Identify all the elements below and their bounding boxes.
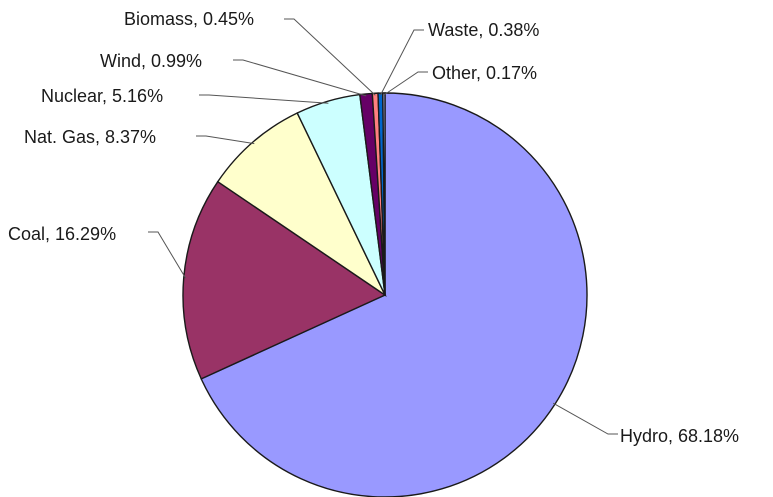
pie-slices: [182, 92, 588, 497]
label-hydro: Hydro, 68.18%: [620, 426, 739, 446]
pie-slice-other: [382, 92, 386, 296]
label-coal: Coal, 16.29%: [8, 224, 116, 244]
leader-line-hydro: [552, 402, 618, 435]
label-other: Other, 0.17%: [432, 63, 537, 83]
pie-slice-nat-gas: [216, 112, 387, 298]
leader-line-waste: [380, 29, 424, 96]
leader-line-biomass: [284, 18, 376, 96]
label-biomass: Biomass, 0.45%: [124, 9, 254, 29]
label-wind: Wind, 0.99%: [100, 51, 202, 71]
leader-line-nat-gas: [196, 135, 255, 145]
leader-lines: [148, 18, 618, 435]
leader-line-coal: [148, 231, 187, 279]
label-nat-gas: Nat. Gas, 8.37%: [24, 127, 156, 147]
label-nuclear: Nuclear, 5.16%: [41, 86, 163, 106]
leader-line-other: [383, 71, 428, 96]
label-waste: Waste, 0.38%: [428, 20, 539, 40]
leader-line-nuclear: [199, 94, 329, 104]
leader-line-wind: [233, 59, 367, 97]
pie-slice-coal: [182, 180, 387, 380]
slice-labels: Hydro, 68.18% Coal, 16.29% Nat. Gas, 8.3…: [8, 9, 739, 446]
